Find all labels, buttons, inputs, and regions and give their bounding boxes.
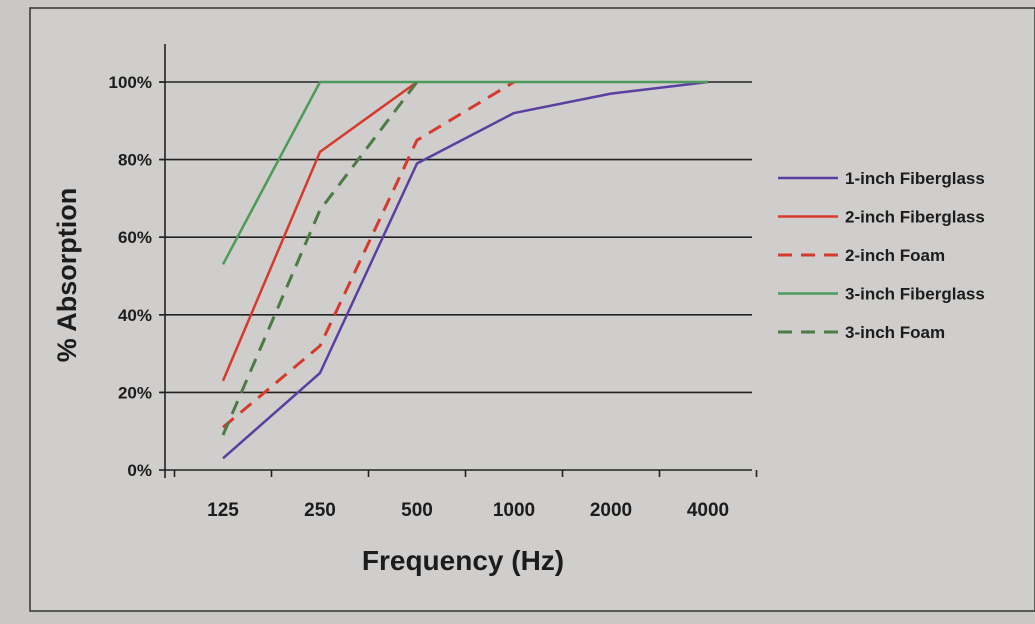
x-tick-label: 4000 (687, 500, 729, 521)
series (221, 80, 709, 460)
y-axis-label: % Absorption (52, 188, 82, 363)
series-line (221, 80, 418, 382)
legend-label: 2-inch Fiberglass (845, 208, 985, 227)
y-tick-label: 60% (118, 228, 152, 247)
series-line (222, 80, 515, 429)
legend: 1-inch Fiberglass 2-inch Fiberglass 2-inch… (778, 169, 985, 342)
y-tick-label: 20% (118, 383, 152, 402)
x-tick-label: 500 (401, 500, 433, 521)
legend-label: 3-inch Fiberglass (845, 285, 985, 304)
y-tick-label: 40% (118, 306, 152, 325)
legend-label: 3-inch Foam (845, 323, 945, 342)
legend-label: 2-inch Foam (845, 246, 945, 265)
axes: 0% 20% 40% 60% 80% 100% 125 250 500 1000 2000 4000 (109, 44, 758, 521)
x-tick-label: 250 (304, 500, 336, 521)
legend-label: 1-inch Fiberglass (845, 169, 985, 188)
x-tick-label: 1000 (493, 500, 535, 521)
x-axis-label: Frequency (Hz) (362, 545, 564, 576)
x-tick-label: 2000 (590, 500, 632, 521)
x-tick-label: 125 (207, 500, 239, 521)
y-tick-label: 100% (109, 73, 152, 92)
series-line (221, 80, 708, 265)
series-line (222, 80, 709, 460)
y-tick-label: 0% (127, 461, 152, 480)
series-line (221, 81, 419, 436)
y-tick-label: 80% (118, 151, 152, 170)
